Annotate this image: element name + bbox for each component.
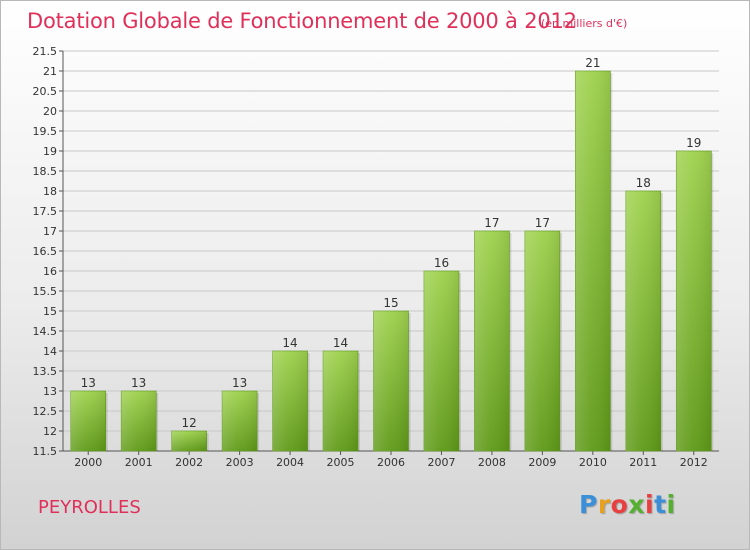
bar-highlight [70, 391, 106, 451]
bar-highlight [121, 391, 157, 451]
logo-letter: x [628, 490, 645, 519]
y-tick-label: 15.5 [33, 285, 58, 298]
chart-unit: (en milliers d'€) [541, 17, 628, 30]
proxiti-logo: Proxiti [579, 490, 676, 519]
y-tick-label: 11.5 [33, 445, 58, 458]
data-label-2009: 17 [535, 216, 550, 230]
data-label-2001: 13 [131, 376, 146, 390]
y-tick-labels: 11.5 12 12.5 13 13.5 14 14.5 15 15.5 16 16.5 17 17.5… [33, 45, 58, 458]
y-tick-label: 12 [43, 425, 57, 438]
data-label-2008: 17 [484, 216, 499, 230]
data-label-2011: 18 [636, 176, 651, 190]
data-label-2005: 14 [333, 336, 348, 350]
logo-letter: P [579, 490, 598, 519]
data-label-2007: 16 [434, 256, 449, 270]
bar-highlight [373, 311, 409, 451]
logo-letter: t [654, 490, 667, 519]
y-tick-label: 13.5 [33, 365, 58, 378]
bar-highlight [575, 71, 611, 451]
x-tick-label-2011: 2011 [629, 456, 657, 469]
y-tick-label: 13 [43, 385, 57, 398]
y-tick-label: 20 [43, 105, 57, 118]
x-tick-label-2009: 2009 [528, 456, 556, 469]
logo-letter: o [610, 490, 629, 519]
bar-highlight [272, 351, 308, 451]
data-labels: 13 13 12 13 14 14 15 16 17 17 21 18 19 [81, 56, 702, 430]
y-tick-label: 12.5 [33, 405, 58, 418]
x-tick-label-2012: 2012 [680, 456, 708, 469]
logo-letter: r [597, 490, 611, 519]
y-tick-label: 14 [43, 345, 57, 358]
y-tick-label: 21.5 [33, 45, 58, 58]
y-tick-label: 19 [43, 145, 57, 158]
bar-highlight [171, 431, 207, 451]
bar-highlight [676, 151, 712, 451]
logo-letter: i [666, 490, 676, 519]
y-tick-label: 17 [43, 225, 57, 238]
data-label-2004: 14 [282, 336, 297, 350]
bar-highlight [222, 391, 258, 451]
y-tick-label: 15 [43, 305, 57, 318]
chart-title: Dotation Globale de Fonctionnement de 20… [27, 9, 577, 33]
x-tick-label-2007: 2007 [427, 456, 455, 469]
place-name: PEYROLLES [38, 497, 141, 518]
x-tick-label-2008: 2008 [478, 456, 506, 469]
x-tick-label-2003: 2003 [226, 456, 254, 469]
y-tick-label: 18 [43, 185, 57, 198]
x-tick-label-2006: 2006 [377, 456, 405, 469]
bar-highlight [625, 191, 661, 451]
data-label-2006: 15 [383, 296, 398, 310]
y-tick-label: 14.5 [33, 325, 58, 338]
y-tick-label: 20.5 [33, 85, 58, 98]
x-tick-label-2002: 2002 [175, 456, 203, 469]
x-tick-label-2005: 2005 [327, 456, 355, 469]
y-tick-label: 16 [43, 265, 57, 278]
bar-highlight [323, 351, 359, 451]
data-label-2000: 13 [81, 376, 96, 390]
logo-letter: i [645, 490, 655, 519]
y-tick-label: 16.5 [33, 245, 58, 258]
data-label-2010: 21 [585, 56, 600, 70]
y-tick-label: 19.5 [33, 125, 58, 138]
x-tick-label-2001: 2001 [125, 456, 153, 469]
x-tick-label-2010: 2010 [579, 456, 607, 469]
bars [70, 70, 714, 452]
data-label-2002: 12 [182, 416, 197, 430]
data-label-2012: 19 [686, 136, 701, 150]
bar-highlight [474, 231, 510, 451]
x-tick-labels: 2000 2001 2002 2003 2004 2005 2006 2007 2008 2009… [74, 456, 708, 469]
x-tick-label-2000: 2000 [74, 456, 102, 469]
y-tick-label: 17.5 [33, 205, 58, 218]
x-tick-label-2004: 2004 [276, 456, 304, 469]
y-tick-label: 18.5 [33, 165, 58, 178]
y-tick-label: 21 [43, 65, 57, 78]
bar-highlight [423, 271, 459, 451]
bar-highlight [524, 231, 560, 451]
data-label-2003: 13 [232, 376, 247, 390]
